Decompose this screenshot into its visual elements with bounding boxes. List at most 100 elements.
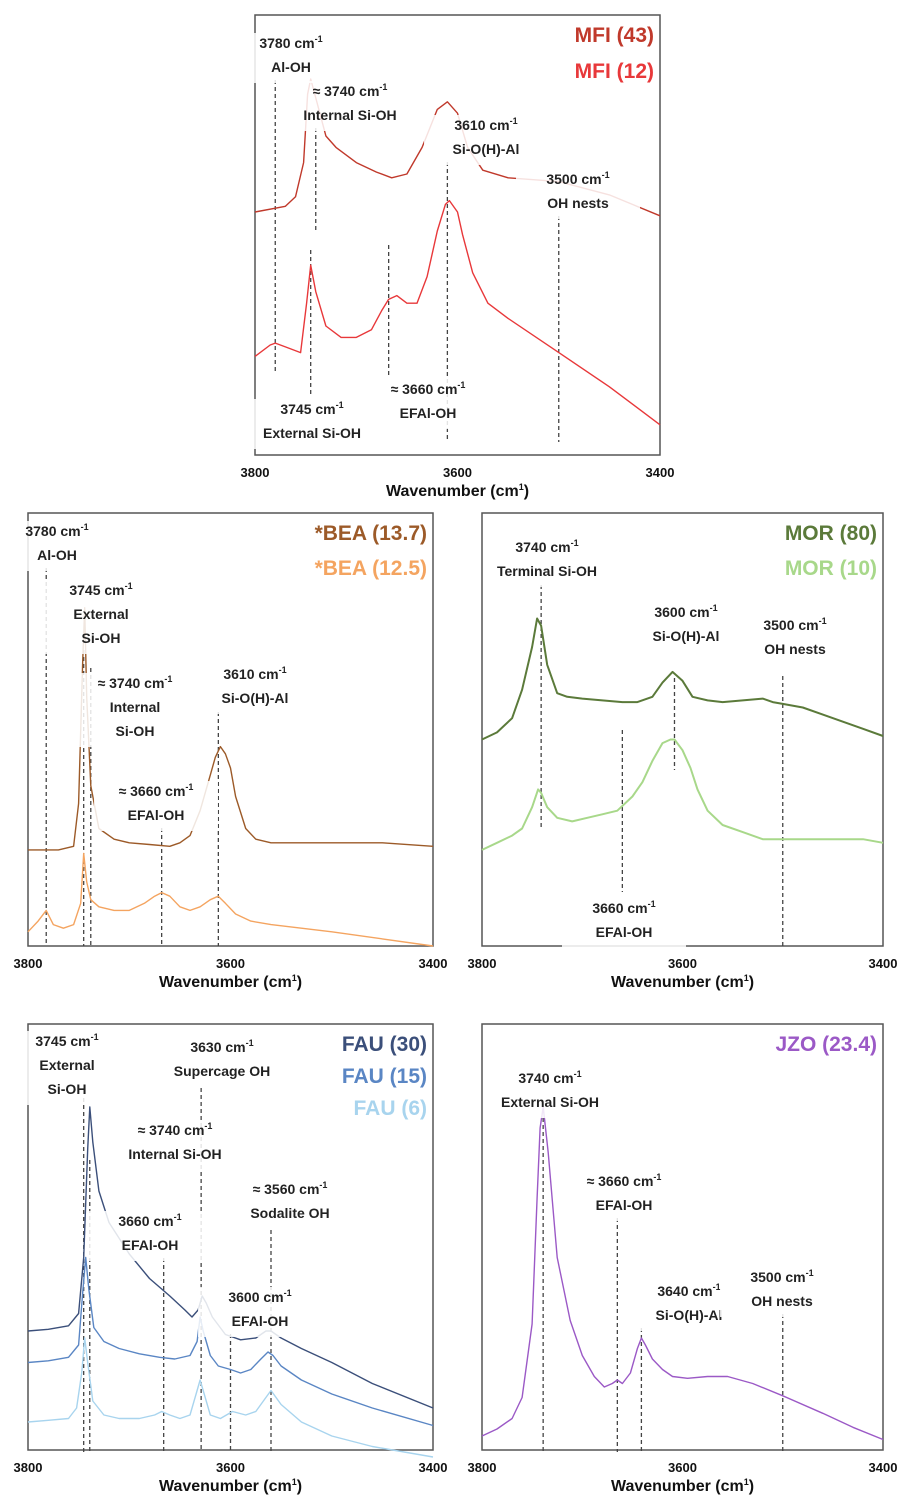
annotation-label-mor-1: 3600 cm-1	[654, 603, 717, 620]
x-axis-label-fau: Wavenumber (cm1)	[159, 1477, 302, 1495]
annotation-label-bea-4: ≈ 3660 cm-1	[119, 782, 194, 799]
annotation-label-mfi-5: ≈ 3660 cm-1	[391, 380, 466, 397]
x-axis-label-mfi: Wavenumber (cm1)	[386, 482, 529, 500]
annotation-label-fau-4: 3660 cm-1	[118, 1212, 181, 1229]
annotation-label-jzo-2-sup: -1	[713, 1282, 721, 1292]
x-axis-label-fau-sup: 1	[292, 1477, 297, 1487]
annotation-bg-bea-3	[193, 664, 317, 714]
annotation-bg-bea-0	[0, 521, 119, 571]
annotation-label-fau-2-text: ≈ 3740 cm	[138, 1122, 205, 1138]
series-line-mor-1	[481, 738, 884, 851]
annotation-bg-mor-1	[624, 602, 748, 652]
annotation-label-mor-0-sup: -1	[571, 538, 579, 548]
annotation-label-mfi-1: ≈ 3740 cm-1	[313, 82, 388, 99]
annotation-label-mfi-2-sup: -1	[510, 116, 518, 126]
annotation-label-jzo-1-text: ≈ 3660 cm	[587, 1173, 654, 1189]
annotation-bg-jzo-0	[488, 1068, 612, 1118]
annotation-label-mor-1-text: 3600 cm	[654, 604, 709, 620]
annotation-sublabel-jzo-0: External Si-OH	[501, 1094, 599, 1110]
x-axis-label-jzo: Wavenumber (cm1)	[611, 1477, 754, 1495]
chart-panel-mfi: MFI (43)MFI (12)3780 cm-1Al-OH≈ 3740 cm-…	[229, 14, 675, 500]
legend-entry-mfi-1: MFI (12)	[575, 60, 654, 83]
legend-entry-jzo-0: JZO (23.4)	[775, 1033, 877, 1056]
annotation-label-bea-1: 3745 cm-1	[69, 581, 132, 598]
annotation-label-bea-1-sup: -1	[125, 581, 133, 591]
annotation-sublabel-mor-0: Terminal Si-OH	[497, 563, 597, 579]
annotation-bg-mfi-1	[288, 81, 412, 131]
annotation-label-bea-2-text: ≈ 3740 cm	[98, 675, 165, 691]
annotation-label-fau-2: ≈ 3740 cm-1	[138, 1121, 213, 1138]
annotation-sublabel-bea-3: Si-O(H)-Al	[222, 690, 289, 706]
annotation-label-fau-1-text: 3630 cm	[190, 1039, 245, 1055]
annotation-sublabel-bea-2: Internal	[110, 699, 161, 715]
annotation-sublabel-mfi-0: Al-OH	[271, 59, 311, 75]
annotation-label-bea-2: ≈ 3740 cm-1	[98, 674, 173, 691]
annotation-label-mor-3-sup: -1	[648, 899, 656, 909]
annotation-label-fau-3-sup: -1	[319, 1180, 327, 1190]
annotation-label-fau-0-text: 3745 cm	[35, 1033, 90, 1049]
x-tick-label-fau-2: 3400	[419, 1460, 448, 1475]
annotation-sublabel-mfi-5: EFAl-OH	[400, 405, 457, 421]
annotation-label-mfi-0: 3780 cm-1	[259, 34, 322, 51]
annotation-label-fau-1-sup: -1	[246, 1038, 254, 1048]
annotation-bg-mor-2	[733, 615, 857, 665]
annotation-sublabel-mfi-2: Si-O(H)-Al	[453, 141, 520, 157]
annotation-sublabel-fau-1: Supercage OH	[174, 1063, 270, 1079]
annotation-label-mfi-1-text: ≈ 3740 cm	[313, 83, 380, 99]
annotation-label-mor-3: 3660 cm-1	[592, 899, 655, 916]
annotation-label-bea-3: 3610 cm-1	[223, 665, 286, 682]
annotation-label-fau-1: 3630 cm-1	[190, 1038, 253, 1055]
x-tick-label-fau-0: 3800	[14, 1460, 43, 1475]
annotation-label-fau-2-sup: -1	[204, 1121, 212, 1131]
x-axis-label-mfi-sup: 1	[519, 482, 524, 492]
annotation-bg-mor-3	[562, 898, 686, 948]
annotation-label-jzo-3-sup: -1	[806, 1268, 814, 1278]
x-axis-label-jzo-sup: 1	[744, 1477, 749, 1487]
annotation-label-mfi-5-text: ≈ 3660 cm	[391, 381, 458, 397]
legend-entry-mfi-0: MFI (43)	[575, 24, 654, 47]
x-axis-label-mor-text: Wavenumber (cm	[611, 974, 744, 991]
legend-entry-bea-1: *BEA (12.5)	[315, 557, 427, 580]
annotation-label-bea-2-sup: -1	[164, 674, 172, 684]
annotation-sublabel-mfi-1: Internal Si-OH	[303, 107, 396, 123]
x-tick-label-jzo-2: 3400	[869, 1460, 898, 1475]
annotation-label-jzo-0-text: 3740 cm	[518, 1070, 573, 1086]
series-line-bea-1	[27, 852, 434, 947]
annotation-bg-bea-1	[39, 580, 163, 654]
annotation-bg-bea-2	[73, 673, 197, 747]
x-axis-label-fau-tail: )	[297, 1478, 302, 1495]
annotation-bg-fau-4	[88, 1211, 212, 1261]
annotation-label-fau-0-sup: -1	[91, 1032, 99, 1042]
annotation-bg-fau-1	[160, 1037, 284, 1087]
annotation-label-mfi-4-text: 3745 cm	[280, 401, 335, 417]
plot-frame-bea	[27, 512, 434, 947]
annotation-sublabel2-bea-1: Si-OH	[82, 630, 121, 646]
annotation-bg-fau-2	[113, 1120, 237, 1170]
annotation-sublabel-fau-5: EFAl-OH	[232, 1313, 289, 1329]
x-axis-label-bea-tail: )	[297, 974, 302, 991]
legend-entry-mor-0: MOR (80)	[785, 522, 877, 545]
annotation-label-jzo-2-text: 3640 cm	[657, 1283, 712, 1299]
annotation-label-fau-3: ≈ 3560 cm-1	[253, 1180, 328, 1197]
annotation-label-mfi-1-sup: -1	[379, 82, 387, 92]
x-axis-label-fau-text: Wavenumber (cm	[159, 1478, 292, 1495]
x-tick-label-mfi-2: 3400	[646, 465, 675, 480]
annotation-label-mor-0-text: 3740 cm	[515, 539, 570, 555]
x-axis-label-mfi-text: Wavenumber (cm	[386, 483, 519, 500]
annotation-label-bea-4-text: ≈ 3660 cm	[119, 783, 186, 799]
x-tick-label-mor-0: 3800	[468, 956, 497, 971]
plot-frame-jzo	[481, 1023, 884, 1451]
annotation-label-mfi-2: 3610 cm-1	[454, 116, 517, 133]
annotation-label-jzo-0: 3740 cm-1	[518, 1069, 581, 1086]
annotation-label-jzo-1: ≈ 3660 cm-1	[587, 1172, 662, 1189]
x-tick-label-jzo-0: 3800	[468, 1460, 497, 1475]
annotation-sublabel-bea-1: External	[73, 606, 128, 622]
annotation-sublabel2-fau-0: Si-OH	[48, 1081, 87, 1097]
series-line-fau-2	[27, 1337, 434, 1458]
annotation-label-mfi-3: 3500 cm-1	[546, 170, 609, 187]
annotation-bg-bea-4	[94, 781, 218, 831]
annotation-label-fau-0: 3745 cm-1	[35, 1032, 98, 1049]
annotation-bg-mfi-5	[366, 379, 490, 429]
x-axis-label-bea: Wavenumber (cm1)	[159, 973, 302, 991]
